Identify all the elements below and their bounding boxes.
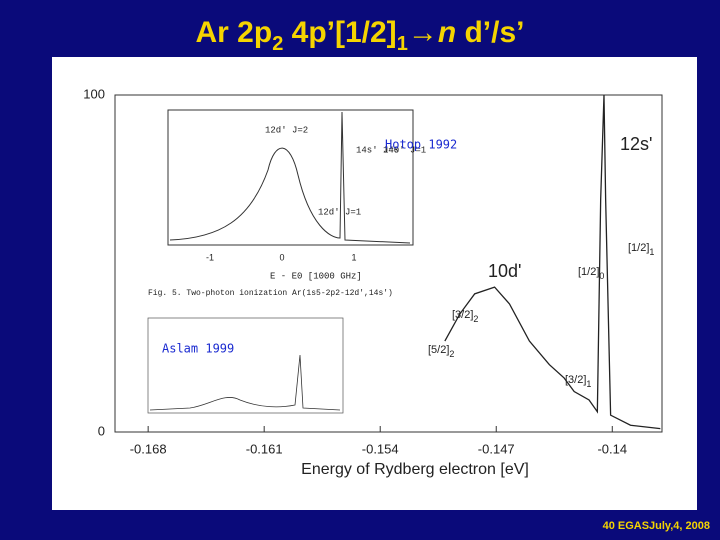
annotation-text: [5/2] [428,344,449,356]
inset-tick: -1 [206,252,214,262]
title-part: 4p’[1/2] [283,16,396,49]
annotation-text: 10d' [488,261,521,281]
title-part: Ar 2p [196,16,273,49]
inset-curve [169,111,411,244]
inset-curve [149,354,341,411]
annotation-sub: 2 [449,349,454,359]
annotation: 10d' [488,261,521,281]
annotation-sub: 0 [599,271,604,281]
plot-frame [114,94,663,433]
annotation-text: [1/2] [628,242,649,254]
annotation: [5/2]2 [428,344,454,359]
title-part: d’/s’ [456,16,524,49]
inset-bg [140,100,420,305]
inset-label: 14s' J=0 [356,145,399,155]
inset-label: Fig. 5. Two-photon ionization Ar(1s5-2p2… [148,289,393,298]
annotation-text: [3/2] [565,374,586,386]
annotation: 12s' [620,134,652,154]
x-tick-label: -0.154 [362,441,399,456]
x-tick-label: -0.168 [130,441,167,456]
inset-aslam: Aslam 1999 [128,312,348,422]
annotation-text: 12s' [620,134,652,154]
annotation: [3/2]2 [452,309,478,324]
title-part: 1 [397,33,408,55]
title-part: → [408,16,438,49]
title-part: n [438,16,456,49]
inset-source: Hotop 1992 [385,138,457,152]
slide-title: Ar 2p2 4p’[1/2]1→n d’/s’ [196,16,525,55]
inset-tick: 0 [279,252,284,262]
x-axis-label: Energy of Rydberg electron [eV] [301,461,529,478]
inset-frame [167,109,414,246]
y-tick-label: 100 [83,86,105,101]
x-tick-label: -0.147 [478,441,515,456]
inset-frame [147,317,344,414]
footer: 40 EGASJuly,4, 2008 [603,520,710,532]
annotation-text: [3/2] [452,309,473,321]
annotation-sub: 1 [649,247,654,257]
data-line [444,94,661,430]
inset-label: 14s' J=1 [383,145,426,155]
inset-label: 12d' J=1 [318,207,361,217]
inset-label: 12d' J=2 [265,125,308,135]
annotation: [1/2]1 [628,242,654,257]
inset-label: E - E0 [1000 GHz] [270,271,362,281]
inset-source: Aslam 1999 [162,342,234,356]
annotation: [3/2]1 [565,374,591,389]
x-tick-label: -0.161 [246,441,283,456]
annotation-text: [1/2] [578,266,599,278]
x-tick-label: -0.14 [597,441,627,456]
annotation-sub: 2 [473,314,478,324]
annotation: [1/2]0 [578,266,604,281]
title-part: 2 [272,33,283,55]
inset-bg [128,312,348,422]
inset-tick: 1 [351,252,356,262]
y-tick-label: 0 [98,423,105,438]
annotation-sub: 1 [586,379,591,389]
